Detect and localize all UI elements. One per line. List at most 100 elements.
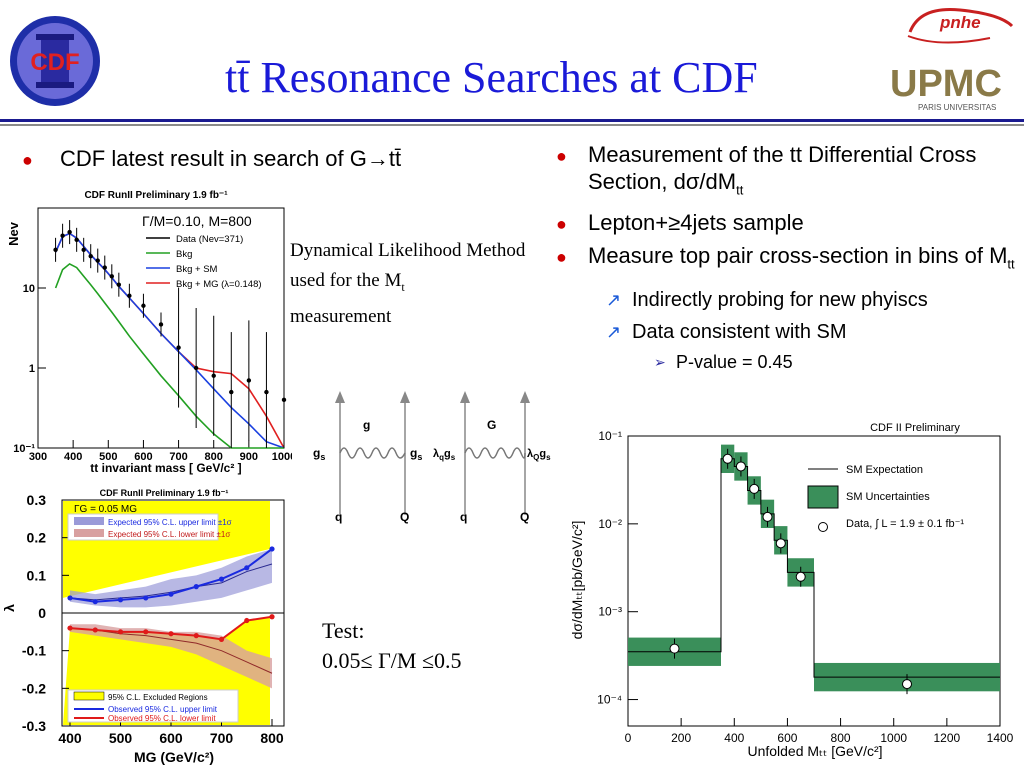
feynman-kk-q: q — [460, 510, 467, 524]
chart2-legend-swatch — [73, 691, 105, 701]
chart3-x-tick-label: 600 — [777, 731, 797, 745]
right-bullet-1: ● Measurement of the tt Differential Cro… — [556, 142, 977, 198]
chart1-data-point — [127, 293, 132, 298]
right-bullet-2-text: Lepton+≥4jets sample — [588, 210, 804, 236]
chart2-observed-upper-point — [67, 595, 73, 601]
chart1-xlabel: tt invariant mass [ GeV/c² ] — [90, 461, 241, 475]
lambda-limit-chart: CDF RunII Preliminary 1.9 fb⁻¹ 400 500 600… — [4, 484, 290, 768]
chart3-y-tick-label: 10⁻⁴ — [597, 693, 622, 707]
chart2-observed-upper-point — [193, 584, 199, 590]
right-subbullet-2-text: Data consistent with SM — [632, 320, 847, 343]
right-subbullet-1-text: Indirectly probing for new phyiscs — [632, 288, 928, 311]
chart3-x-tick-label: 1200 — [934, 731, 961, 745]
chart3-xlabel: Unfolded Mₜₜ [GeV/c²] — [747, 743, 882, 759]
chart2-y-tick-label: 0.1 — [27, 567, 47, 583]
diff-xsec-chart: CDF II Preliminary 0 200 400 600 800 1000 1200… — [560, 410, 1018, 768]
chart3-legend-label: Data, ∫ L = 1.9 ± 0.1 fb⁻¹ — [846, 518, 964, 530]
upmc-logo: UPMC PARIS UNIVERSITAS — [888, 58, 1018, 116]
chart2-expected-upper-band — [70, 548, 272, 608]
chart1-legend-label: Data (Nev=371) — [176, 234, 243, 245]
header-rule-blue — [0, 119, 1024, 122]
feynman-diagram-sm: g gs gs q Q — [313, 391, 422, 524]
chart3-ylabel: dσ/dMₜₜ[pb/GeV/c²] — [569, 521, 585, 640]
header-rule-gray — [0, 124, 1024, 126]
right-bullet-3-text: Measure top pair cross-section in bins o… — [588, 243, 1008, 269]
chart2-observed-lower-point — [143, 629, 149, 635]
chart1-x-tick-label: 700 — [169, 451, 187, 463]
chart3-title: CDF II Preliminary — [870, 422, 960, 434]
chart2-observed-upper-point — [269, 546, 275, 552]
chart2-observed-lower-point — [193, 633, 199, 639]
dlm-annotation-text: Dynamical Likelihood Method used for the… — [290, 240, 526, 291]
feynman-sm-g: g — [363, 418, 370, 432]
chart1-data-point — [158, 322, 164, 327]
chart1-x-tick-label: 400 — [64, 451, 82, 463]
chart2-y-tick-label: -0.3 — [22, 718, 46, 734]
chart2-observed-lower-point — [244, 617, 250, 624]
chart3-legend-swatch — [807, 485, 839, 509]
chart2-xlabel: MG (GeV/c²) — [134, 749, 214, 765]
chart1-data-point — [193, 365, 199, 371]
chart1-frame — [37, 207, 285, 449]
chart2-legend-label: Expected 95% C.L. upper limit ±1σ — [108, 518, 232, 527]
chart2-observed-upper-point — [117, 597, 124, 603]
chart3-y-tick-label: 10⁻¹ — [598, 429, 622, 443]
chart2-x-tick-label: 800 — [260, 730, 284, 746]
chart2-y-tick-label: -0.2 — [22, 680, 46, 696]
chart1-data-point — [211, 373, 216, 378]
chart2-x-tick-label: 500 — [109, 730, 133, 746]
right-bullets: ● Measurement of the tt Differential Cro… — [550, 141, 1018, 376]
chart3-legend-label: SM Expectation — [846, 464, 923, 476]
triangle-bullet-icon: ➢ — [654, 353, 666, 370]
chart2-observed-upper-point — [92, 599, 98, 605]
chart2-y-tick-label: 0.3 — [27, 492, 47, 508]
chart1-data-point — [109, 274, 115, 279]
chart2-legend-label: Observed 95% C.L. upper limit — [108, 705, 218, 714]
chart1-data-point — [88, 253, 93, 259]
chart2-title: CDF RunII Preliminary 1.9 fb⁻¹ — [100, 488, 229, 498]
right-bullet-1-sub: tt — [736, 182, 744, 198]
right-subbullet-2: ↗ Data consistent with SM — [550, 316, 1018, 348]
chart2-observed-lower-point — [218, 636, 225, 642]
cdf-logo-text: CDF — [30, 49, 79, 76]
chart1-data-point — [116, 282, 122, 287]
chart1-y-tick-label: 10⁻¹ — [13, 443, 35, 455]
chart2-observed-lower-point — [117, 629, 124, 635]
right-subsubbullet: ➢ P-value = 0.45 — [550, 348, 1018, 376]
chart1-data-point — [81, 247, 86, 253]
chart2-x-tick-label: 600 — [159, 730, 183, 746]
arrow-icon: ↗ — [606, 289, 622, 310]
right-subbullet-1: ↗ Indirectly probing for new phyiscs — [550, 284, 1018, 316]
chart1-y-tick-label: 1 — [29, 363, 35, 375]
chart1-x-tick-label: 1000 — [272, 451, 292, 463]
chart3-data-point — [749, 483, 760, 494]
mass-spectrum-chart: CDF RunII Preliminary 1.9 fb⁻¹ Nev tt in… — [6, 180, 292, 482]
dlm-annotation-end: measurement — [290, 305, 392, 327]
chart3-x-tick-label: 800 — [831, 731, 851, 745]
chart3-data-point — [762, 511, 773, 522]
chart3-data-point — [795, 571, 806, 582]
chart3-x-tick-label: 400 — [724, 731, 744, 745]
chart3-data-point — [722, 453, 733, 464]
upmc-logo-subtitle: PARIS UNIVERSITAS — [918, 103, 996, 112]
chart2-observed-upper-point — [143, 595, 149, 601]
chart2-observed-lower-point — [67, 625, 73, 631]
chart1-data-point — [67, 229, 72, 235]
chart2-ylabel: λ — [4, 604, 17, 612]
pnhe-logo-text: pnhe — [939, 13, 981, 32]
right-bullet-2: ● Lepton+≥4jets sample — [556, 210, 804, 236]
chart3-data-point — [735, 461, 746, 472]
feynman-diagram-kk: G λqgs λQgs q Q — [433, 391, 551, 524]
cdf-logo: CDF — [8, 14, 102, 108]
feynman-kk-Q: Q — [520, 510, 529, 524]
chart3-legend-swatch — [818, 522, 828, 532]
dlm-annotation: Dynamical Likelihood Method used for the… — [290, 236, 540, 332]
chart3-x-tick-label: 1000 — [880, 731, 907, 745]
chart2-legend-label: Expected 95% C.L. lower limit ±1σ — [108, 530, 230, 539]
chart1-x-tick-label: 300 — [29, 451, 47, 463]
right-subsubbullet-text: P-value = 0.45 — [676, 351, 793, 372]
chart1-data-point — [264, 389, 269, 395]
right-bullet-1-text: Measurement of the tt Differential Cross… — [588, 142, 977, 194]
chart1-legend-label: Bkg — [176, 249, 192, 260]
chart2-legend-swatch — [74, 529, 104, 537]
